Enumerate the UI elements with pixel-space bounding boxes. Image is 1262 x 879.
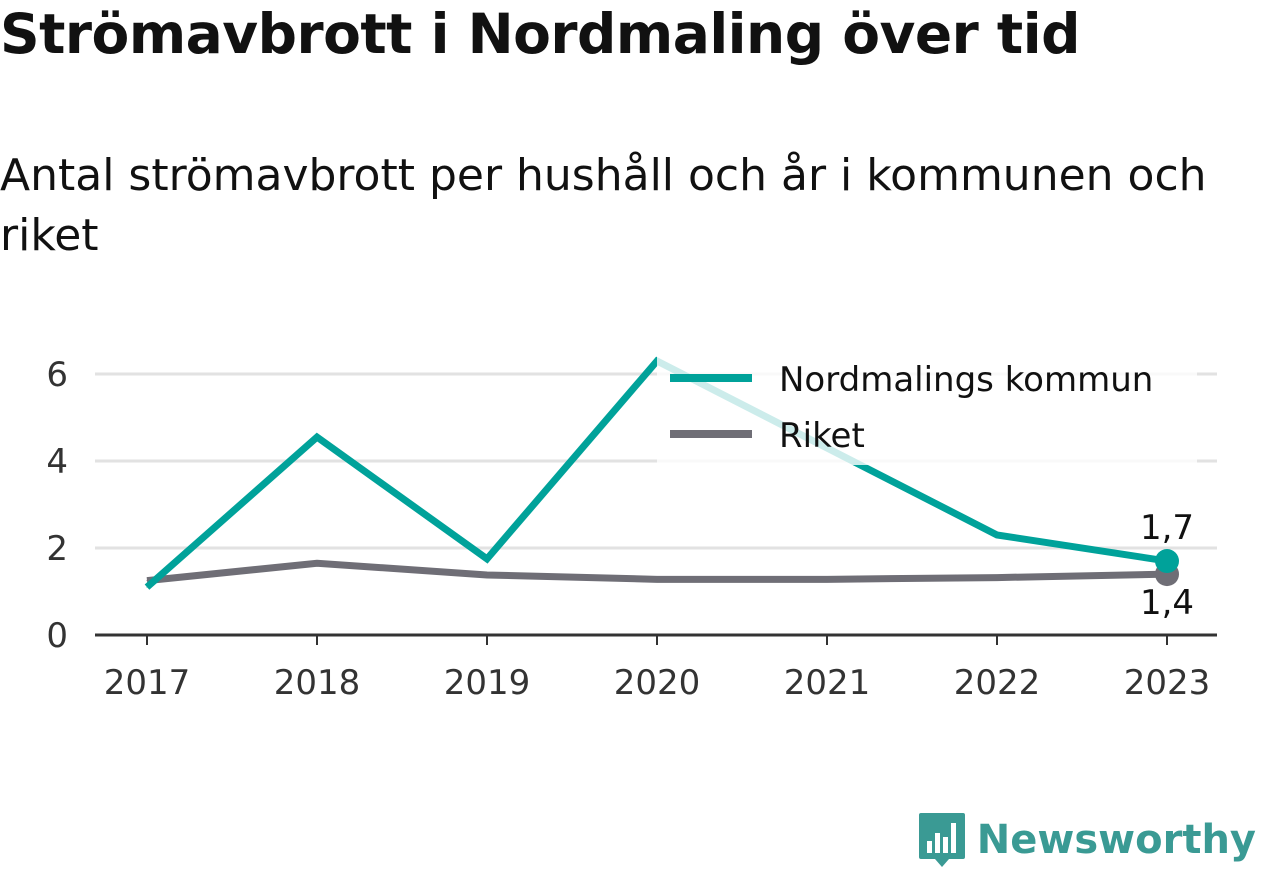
x-tick-label: 2018: [274, 663, 361, 703]
legend-background: [657, 355, 1197, 465]
end-labels: 1,7 1,4: [1140, 508, 1194, 623]
chart-title: Strömavbrott i Nordmaling över tid: [0, 2, 1080, 66]
x-tick-label: 2023: [1124, 663, 1211, 703]
legend-label: Nordmalings kommun: [779, 360, 1153, 400]
newsworthy-logo-text: Newsworthy: [976, 817, 1256, 863]
x-tick-label: 2021: [784, 663, 871, 703]
x-tick-label: 2019: [444, 663, 531, 703]
y-tick-label: 2: [46, 529, 68, 569]
data-point: [656, 578, 658, 580]
data-point: [316, 562, 318, 564]
end-label-nordmaling: 1,7: [1140, 508, 1194, 548]
data-point: [826, 578, 828, 580]
newsworthy-logo-icon: [918, 813, 965, 867]
line-chart: 0 2 4 6 2017 2018 2019 2020 2021 2022 2023 Nordmal…: [46, 355, 1217, 703]
end-label-riket: 1,4: [1140, 583, 1194, 623]
data-point: [146, 586, 148, 588]
data-point: [996, 577, 998, 579]
data-point: [486, 558, 488, 560]
newsworthy-logo[interactable]: Newsworthy: [917, 811, 1256, 869]
data-point: [486, 574, 488, 576]
series-end-marker: [1155, 549, 1179, 574]
y-tick-label: 4: [46, 442, 68, 482]
series-line: [146, 559, 1168, 585]
y-tick-label: 0: [46, 616, 68, 656]
x-tick-label: 2020: [614, 663, 701, 703]
data-point: [146, 580, 148, 582]
data-point: [996, 534, 998, 536]
x-tick-label: 2017: [104, 663, 191, 703]
y-tick-label: 6: [46, 355, 68, 395]
legend-label: Riket: [779, 416, 865, 456]
legend: Nordmalings kommun Riket: [657, 355, 1197, 465]
x-tick-label: 2022: [954, 663, 1041, 703]
axes: 0 2 4 6 2017 2018 2019 2020 2021 2022 2023: [46, 355, 1217, 703]
chart-subtitle: Antal strömavbrott per hushåll och år i …: [0, 150, 1207, 261]
data-point: [316, 436, 318, 438]
